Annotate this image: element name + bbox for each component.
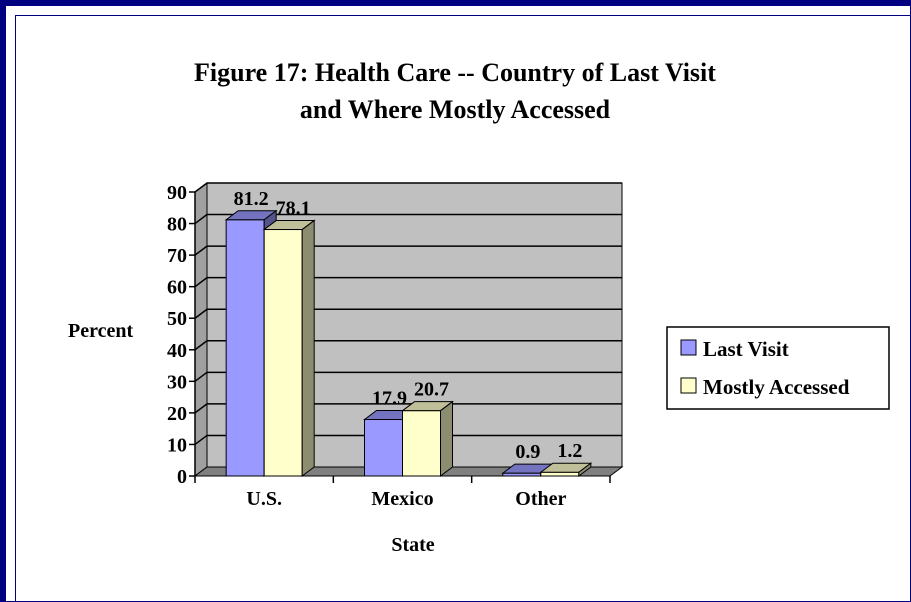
bar-side bbox=[301, 219, 315, 477]
gridline bbox=[194, 340, 622, 351]
data-labels: 81.2 78.1 17.9 20.7 0.9 1.2 bbox=[234, 188, 583, 463]
bar-front bbox=[364, 419, 403, 477]
bar-front bbox=[402, 410, 441, 477]
gridline bbox=[194, 434, 622, 446]
y-tick-label: 70 bbox=[167, 245, 187, 267]
bar-mostly-accessed bbox=[539, 462, 593, 477]
bar-side bbox=[440, 400, 453, 477]
legend-label-last-visit: Last Visit bbox=[703, 337, 789, 361]
legend: Last Visit Mostly Accessed bbox=[666, 326, 890, 410]
bars bbox=[224, 209, 593, 477]
bar-front bbox=[540, 471, 580, 477]
x-axis-ticks: U.S. Mexico Other bbox=[194, 476, 611, 510]
legend-swatch-mostly-accessed bbox=[680, 377, 697, 394]
y-tick-label: 10 bbox=[167, 434, 187, 456]
data-label: 81.2 bbox=[234, 188, 269, 210]
y-tick-label: 60 bbox=[167, 277, 187, 299]
y-tick-label: 30 bbox=[167, 371, 187, 393]
x-tick-label: Other bbox=[515, 488, 566, 510]
x-tick-label: U.S. bbox=[246, 488, 282, 510]
x-tick-label: Mexico bbox=[371, 488, 433, 510]
y-tick-label: 80 bbox=[167, 214, 187, 236]
bar-side bbox=[578, 462, 592, 477]
gridline bbox=[194, 371, 622, 382]
gridline bbox=[194, 276, 622, 288]
gridline bbox=[194, 245, 622, 256]
legend-swatch-last-visit bbox=[680, 339, 697, 356]
chart-title-line2: and Where Mostly Accessed bbox=[300, 95, 611, 124]
plot-side-wall bbox=[194, 182, 208, 477]
y-tick-label: 90 bbox=[167, 182, 187, 204]
gridline bbox=[194, 403, 622, 414]
bar-mostly-accessed bbox=[401, 400, 454, 477]
data-label: 1.2 bbox=[557, 440, 582, 462]
gridline bbox=[194, 213, 622, 225]
x-axis-label: State bbox=[391, 534, 434, 556]
y-axis-ticks: 0 10 20 30 40 50 60 70 80 90 bbox=[167, 182, 195, 488]
legend-box bbox=[666, 326, 890, 410]
bar-front bbox=[225, 219, 265, 477]
y-tick-label: 40 bbox=[167, 340, 187, 362]
gridline bbox=[194, 308, 622, 319]
chart-title-line1: Figure 17: Health Care -- Country of Las… bbox=[194, 58, 716, 87]
y-tick-label: 0 bbox=[177, 466, 187, 488]
gridline bbox=[194, 182, 622, 193]
y-tick-label: 50 bbox=[167, 308, 187, 330]
frame-inner-border bbox=[15, 15, 910, 601]
legend-label-mostly-accessed: Mostly Accessed bbox=[703, 375, 850, 399]
data-label: 78.1 bbox=[276, 198, 311, 220]
data-label: 17.9 bbox=[372, 388, 407, 410]
data-label: 0.9 bbox=[515, 441, 540, 463]
bar-mostly-accessed bbox=[262, 219, 316, 477]
data-label: 20.7 bbox=[414, 379, 449, 401]
y-tick-label: 20 bbox=[167, 403, 187, 425]
bar-front bbox=[263, 229, 303, 477]
y-axis-label: Percent bbox=[68, 320, 133, 342]
